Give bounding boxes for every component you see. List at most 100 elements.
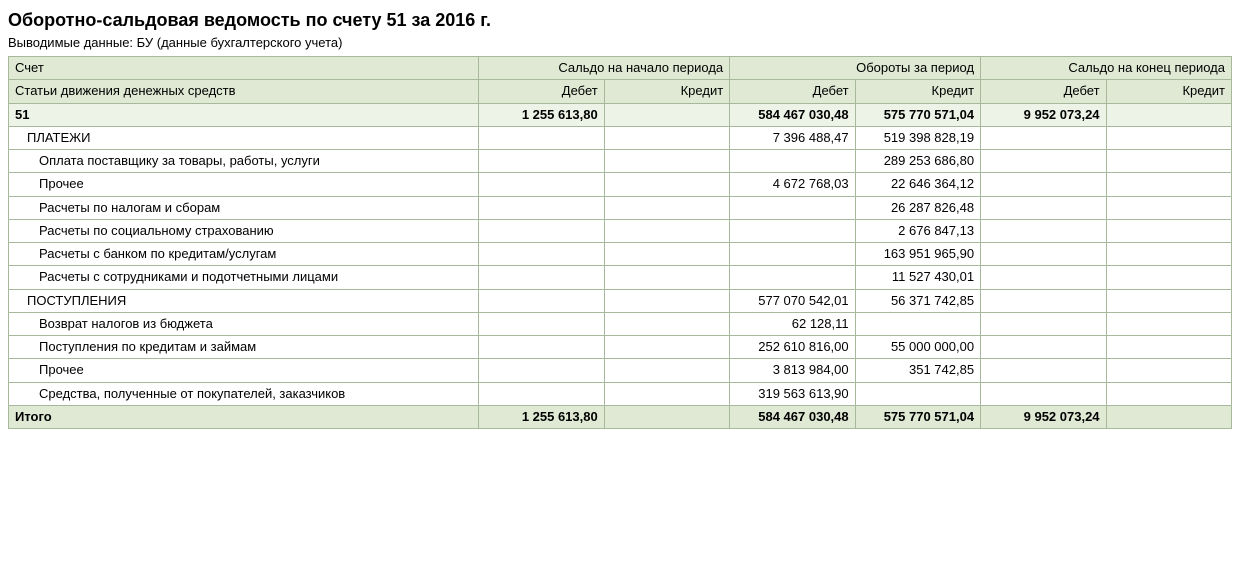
row-cell — [730, 243, 855, 266]
report-subtitle: Выводимые данные: БУ (данные бухгалтерск… — [8, 35, 1232, 50]
table-row: Расчеты с банком по кредитам/услугам 163 … — [9, 243, 1232, 266]
header-open-debit: Дебет — [479, 80, 604, 103]
row-cell — [1106, 103, 1231, 126]
row-cell — [730, 266, 855, 289]
row-cell — [479, 150, 604, 173]
row-cell — [1106, 173, 1231, 196]
row-cell: 55 000 000,00 — [855, 336, 980, 359]
row-cell — [479, 219, 604, 242]
row-cell — [479, 126, 604, 149]
row-cell: 2 676 847,13 — [855, 219, 980, 242]
row-cell — [1106, 150, 1231, 173]
row-cell — [479, 289, 604, 312]
row-cell: 9 952 073,24 — [981, 103, 1106, 126]
row-cell — [981, 312, 1106, 335]
row-cell: 62 128,11 — [730, 312, 855, 335]
row-cell — [604, 173, 729, 196]
row-cell — [981, 126, 1106, 149]
row-cell — [604, 405, 729, 428]
table-row: Расчеты с сотрудниками и подотчетными ли… — [9, 266, 1232, 289]
row-cell: 575 770 571,04 — [855, 405, 980, 428]
row-label: Итого — [9, 405, 479, 428]
header-close-credit: Кредит — [1106, 80, 1231, 103]
table-row: 511 255 613,80584 467 030,48575 770 571,… — [9, 103, 1232, 126]
row-cell: 9 952 073,24 — [981, 405, 1106, 428]
row-cell: 26 287 826,48 — [855, 196, 980, 219]
row-cell — [479, 336, 604, 359]
row-cell — [604, 196, 729, 219]
table-row: ПЛАТЕЖИ7 396 488,47519 398 828,19 — [9, 126, 1232, 149]
row-cell — [604, 219, 729, 242]
row-cell — [604, 103, 729, 126]
table-row: Прочее3 813 984,00351 742,85 — [9, 359, 1232, 382]
header-group-turnover: Обороты за период — [730, 57, 981, 80]
row-cell: 577 070 542,01 — [730, 289, 855, 312]
row-label: Поступления по кредитам и займам — [9, 336, 479, 359]
row-cell — [1106, 243, 1231, 266]
row-cell: 289 253 686,80 — [855, 150, 980, 173]
row-cell: 163 951 965,90 — [855, 243, 980, 266]
row-label: Прочее — [9, 359, 479, 382]
row-cell — [479, 359, 604, 382]
row-cell — [604, 312, 729, 335]
row-cell — [981, 382, 1106, 405]
row-cell: 11 527 430,01 — [855, 266, 980, 289]
row-cell — [1106, 405, 1231, 428]
table-row: Средства, полученные от покупателей, зак… — [9, 382, 1232, 405]
row-cell — [604, 359, 729, 382]
row-label: Расчеты с банком по кредитам/услугам — [9, 243, 479, 266]
row-cell: 56 371 742,85 — [855, 289, 980, 312]
row-cell — [1106, 126, 1231, 149]
row-cell — [604, 243, 729, 266]
row-cell — [479, 243, 604, 266]
row-cell — [1106, 312, 1231, 335]
row-cell — [1106, 196, 1231, 219]
row-cell — [730, 219, 855, 242]
row-cell — [604, 266, 729, 289]
row-cell — [604, 150, 729, 173]
row-label: Возврат налогов из бюджета — [9, 312, 479, 335]
row-label: ПЛАТЕЖИ — [9, 126, 479, 149]
header-account: Счет — [9, 57, 479, 80]
row-cell — [479, 382, 604, 405]
row-label: Средства, полученные от покупателей, зак… — [9, 382, 479, 405]
row-cell: 319 563 613,90 — [730, 382, 855, 405]
row-cell — [855, 312, 980, 335]
row-cell — [981, 196, 1106, 219]
row-cell — [981, 173, 1106, 196]
row-cell: 22 646 364,12 — [855, 173, 980, 196]
row-cell — [604, 382, 729, 405]
row-cell — [730, 150, 855, 173]
row-label: Расчеты с сотрудниками и подотчетными ли… — [9, 266, 479, 289]
table-row: Оплата поставщику за товары, работы, усл… — [9, 150, 1232, 173]
row-cell — [1106, 289, 1231, 312]
row-cell: 575 770 571,04 — [855, 103, 980, 126]
header-turn-credit: Кредит — [855, 80, 980, 103]
row-cell: 351 742,85 — [855, 359, 980, 382]
row-cell — [604, 289, 729, 312]
row-cell — [730, 196, 855, 219]
table-row: Расчеты по налогам и сборам26 287 826,48 — [9, 196, 1232, 219]
row-cell: 7 396 488,47 — [730, 126, 855, 149]
row-cell — [479, 196, 604, 219]
report-title: Оборотно-сальдовая ведомость по счету 51… — [8, 10, 1232, 31]
row-cell — [855, 382, 980, 405]
balance-table: Счет Сальдо на начало периода Обороты за… — [8, 56, 1232, 429]
table-row: ПОСТУПЛЕНИЯ 577 070 542,0156 371 742,85 — [9, 289, 1232, 312]
row-cell — [604, 336, 729, 359]
row-cell — [981, 289, 1106, 312]
row-label: ПОСТУПЛЕНИЯ — [9, 289, 479, 312]
row-cell — [981, 150, 1106, 173]
row-cell — [981, 266, 1106, 289]
row-cell — [1106, 382, 1231, 405]
table-row: Прочее4 672 768,0322 646 364,12 — [9, 173, 1232, 196]
row-cell — [479, 312, 604, 335]
row-cell: 252 610 816,00 — [730, 336, 855, 359]
header-turn-debit: Дебет — [730, 80, 855, 103]
row-cell — [981, 219, 1106, 242]
header-group-open: Сальдо на начало периода — [479, 57, 730, 80]
header-group-close: Сальдо на конец периода — [981, 57, 1232, 80]
row-label: Оплата поставщику за товары, работы, усл… — [9, 150, 479, 173]
table-row: Поступления по кредитам и займам 252 610 … — [9, 336, 1232, 359]
row-cell — [1106, 336, 1231, 359]
